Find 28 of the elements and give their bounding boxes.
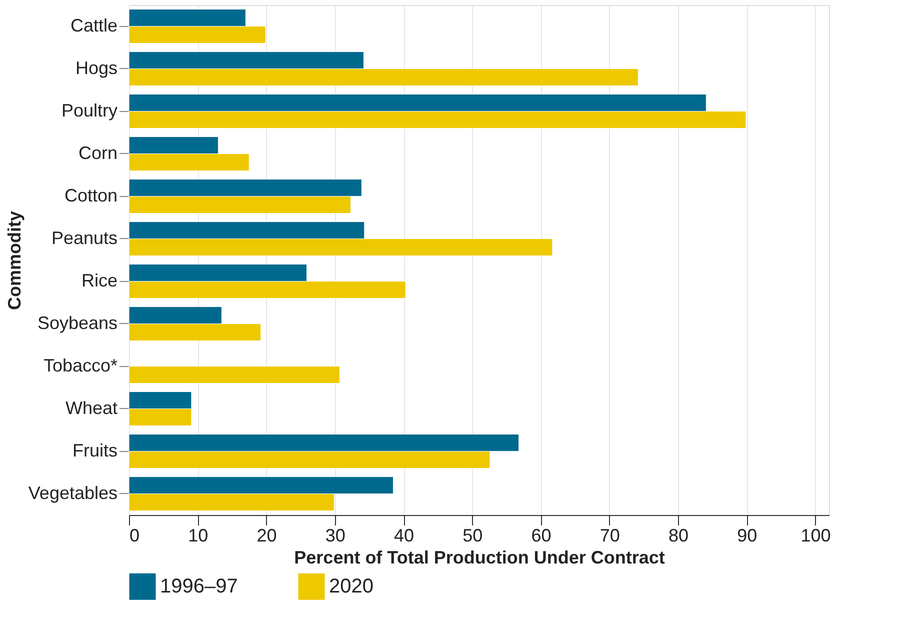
y-tick-label: Rice xyxy=(81,270,118,290)
x-tick-label: 30 xyxy=(325,526,346,546)
y-tick-label: Corn xyxy=(78,142,118,163)
x-tick-label: 40 xyxy=(394,526,414,546)
y-tick-label: Hogs xyxy=(75,58,118,78)
x-tick-label: 70 xyxy=(600,526,620,546)
legend-label: 1996–97 xyxy=(160,576,238,598)
y-tick-label: Peanuts xyxy=(51,228,118,248)
y-tick-label: Vegetables xyxy=(28,482,118,503)
y-tick-label: Wheat xyxy=(65,398,118,418)
x-tick-label: 10 xyxy=(188,526,208,546)
y-tick-label: Cattle xyxy=(70,15,118,36)
x-tick-label: 50 xyxy=(462,526,483,546)
y-tick-label: Cotton xyxy=(64,185,118,206)
y-tick-label: Poultry xyxy=(61,100,118,120)
y-tick-label: Fruits xyxy=(72,440,118,460)
x-tick-label: 80 xyxy=(668,526,689,546)
y-tick-label: Tobacco* xyxy=(43,355,118,376)
x-axis-title: Percent of Total Production Under Contract xyxy=(294,548,665,568)
x-tick-label: 100 xyxy=(800,526,831,546)
x-tick-label: 0 xyxy=(130,526,140,546)
y-tick-label: Soybeans xyxy=(37,312,118,333)
bar xyxy=(128,366,340,384)
legend-label: 2020 xyxy=(329,576,374,598)
x-tick-label: 90 xyxy=(737,526,758,546)
y-axis-title: Commodity xyxy=(4,211,24,310)
x-tick-label: 60 xyxy=(531,526,552,546)
x-tick-label: 20 xyxy=(256,526,277,546)
